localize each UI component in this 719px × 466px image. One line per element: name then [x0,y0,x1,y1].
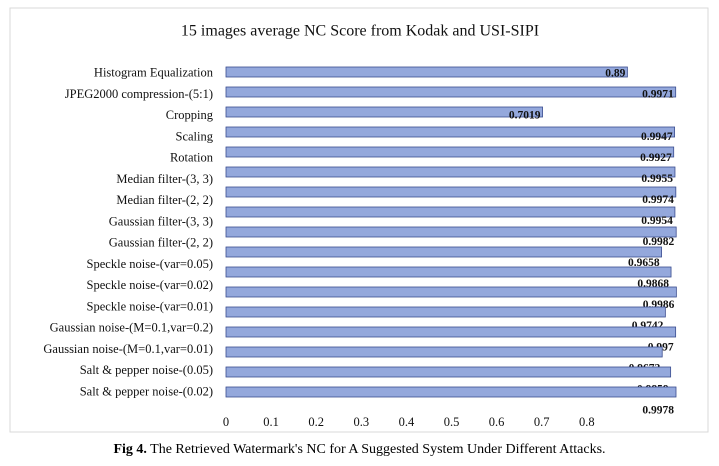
y-tick-label: Gaussian filter-(3, 3) [109,214,213,228]
bar [225,346,663,358]
bar [225,206,676,218]
bar [225,226,677,238]
y-tick-label: Median filter-(3, 3) [116,172,213,186]
bar [225,166,676,178]
bar [225,306,666,318]
y-tick-label: Speckle noise-(var=0.02) [87,278,213,292]
x-tick-label: 0.6 [489,415,505,429]
value-label: 0.9927 [640,152,672,164]
bar [225,246,662,258]
x-tick-label: 0.1 [263,415,279,429]
caption: Fig 4. The Retrieved Watermark's NC for … [0,442,719,458]
y-tick-label: Salt & pepper noise-(0.05) [80,363,213,377]
bar [225,106,543,118]
bar [225,286,677,298]
y-tick-label: Histogram Equalization [94,66,214,80]
bar [225,326,677,338]
y-tick-label: Gaussian noise-(M=0.1,var=0.01) [43,342,213,356]
bar [225,266,672,278]
bar [225,386,677,398]
value-label: 0.9658 [628,257,660,269]
value-label: 0.9982 [643,236,675,248]
caption-text: The Retrieved Watermark's NC for A Sugge… [150,442,606,457]
x-tick-label: 0.2 [308,415,324,429]
chart-frame [9,7,709,433]
bar [225,146,675,158]
value-label: 0.9974 [642,194,674,206]
x-tick-label: 0.5 [444,415,460,429]
value-label: 0.9978 [642,404,674,416]
bar [225,66,628,78]
y-tick-label: Scaling [176,129,214,143]
y-tick-label: Rotation [170,151,214,165]
y-tick-label: Salt & pepper noise-(0.02) [80,384,213,398]
caption-label: Fig 4. [113,442,147,457]
y-tick-label: Gaussian noise-(M=0.1,var=0.2) [50,321,213,335]
y-tick-label: Speckle noise-(var=0.05) [87,257,213,271]
x-tick-label: 0.3 [353,415,369,429]
y-tick-label: Gaussian filter-(2, 2) [109,236,213,250]
y-tick-label: Speckle noise-(var=0.01) [87,299,213,313]
value-label: 0.9955 [641,173,673,185]
y-tick-label: JPEG2000 compression-(5:1) [65,87,213,101]
x-tick-label: 0 [223,415,229,429]
y-tick-label: Median filter-(2, 2) [116,193,213,207]
chart: 15 images average NC Score from Kodak an… [9,7,709,433]
value-label: 0.9954 [641,215,673,227]
bar [225,126,676,138]
value-label: 0.9971 [642,89,674,101]
value-label: 0.89 [605,68,625,80]
x-tick-label: 0.4 [399,415,415,429]
bar [225,366,672,378]
y-tick-label: Cropping [166,108,214,122]
chart-title: 15 images average NC Score from Kodak an… [181,23,539,40]
x-tick-label: 0.7 [534,415,550,429]
bar [225,86,677,98]
x-tick-label: 0.8 [579,415,595,429]
bar [225,186,677,198]
value-label: 0.9947 [641,131,673,143]
value-label: 0.7019 [509,110,541,122]
